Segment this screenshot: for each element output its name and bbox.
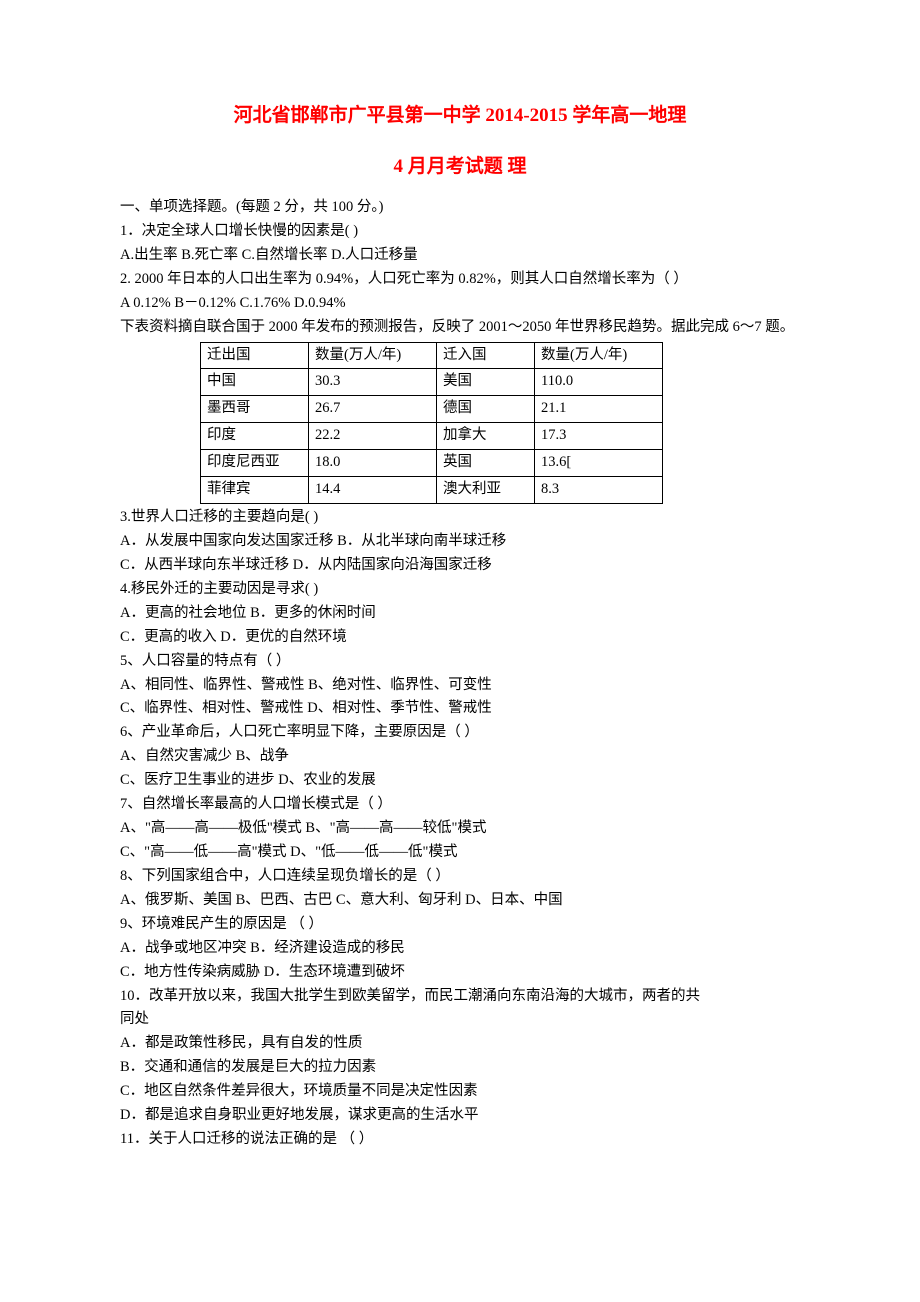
- document-body: 一、单项选择题。(每题 2 分，共 100 分。) 1．决定全球人口增长快慢的因…: [120, 196, 800, 1152]
- q3-options-2: C．从西半球向东半球迁移 D．从内陆国家向沿海国家迁移: [120, 554, 800, 578]
- q11-text: 11．关于人口迁移的说法正确的是 （ ）: [120, 1128, 800, 1152]
- title-line-2: 4 月月考试题 理: [120, 151, 800, 178]
- q9-options-2: C．地方性传染病威胁 D．生态环境遭到破坏: [120, 961, 800, 985]
- cell: 中国: [201, 369, 309, 396]
- q10-option-d: D．都是追求自身职业更好地发展，谋求更高的生活水平: [120, 1104, 800, 1128]
- q6-options-1: A、自然灾害减少 B、战争: [120, 745, 800, 769]
- cell: 8.3: [535, 477, 663, 504]
- q10-option-b: B．交通和通信的发展是巨大的拉力因素: [120, 1056, 800, 1080]
- cell: 墨西哥: [201, 396, 309, 423]
- q5-text: 5、人口容量的特点有（ ）: [120, 650, 800, 674]
- table-row: 菲律宾 14.4 澳大利亚 8.3: [201, 477, 663, 504]
- cell: 菲律宾: [201, 477, 309, 504]
- table-row: 印度尼西亚 18.0 英国 13.6[: [201, 450, 663, 477]
- th-out-count: 数量(万人/年): [309, 342, 437, 369]
- table-row: 中国 30.3 美国 110.0: [201, 369, 663, 396]
- migration-table: 迁出国 数量(万人/年) 迁入国 数量(万人/年) 中国 30.3 美国 110…: [200, 342, 663, 505]
- cell: 德国: [437, 396, 535, 423]
- q8-text: 8、下列国家组合中，人口连续呈现负增长的是（ ）: [120, 865, 800, 889]
- q5-options-2: C、临界性、相对性、警戒性 D、相对性、季节性、警戒性: [120, 697, 800, 721]
- q7-options-1: A、"高――高――极低"模式 B、"高――高――较低"模式: [120, 817, 800, 841]
- cell: 13.6[: [535, 450, 663, 477]
- q9-text: 9、环境难民产生的原因是 （ ）: [120, 913, 800, 937]
- table-row: 墨西哥 26.7 德国 21.1: [201, 396, 663, 423]
- q1-options: A.出生率 B.死亡率 C.自然增长率 D.人口迁移量: [120, 244, 800, 268]
- q5-options-1: A、相同性、临界性、警戒性 B、绝对性、临界性、可变性: [120, 674, 800, 698]
- cell: 18.0: [309, 450, 437, 477]
- cell: 17.3: [535, 423, 663, 450]
- cell: 加拿大: [437, 423, 535, 450]
- cell: 21.1: [535, 396, 663, 423]
- q4-options-1: A．更高的社会地位 B．更多的休闲时间: [120, 602, 800, 626]
- q1-text: 1．决定全球人口增长快慢的因素是( ): [120, 220, 800, 244]
- cell: 26.7: [309, 396, 437, 423]
- q10-text-1: 10．改革开放以来，我国大批学生到欧美留学，而民工潮涌向东南沿海的大城市，两者的…: [120, 985, 800, 1009]
- q7-options-2: C、"高――低――高"模式 D、"低――低――低"模式: [120, 841, 800, 865]
- q2-options: A 0.12% B－0.12% C.1.76% D.0.94%: [120, 292, 800, 316]
- table-header-row: 迁出国 数量(万人/年) 迁入国 数量(万人/年): [201, 342, 663, 369]
- q6-options-2: C、医疗卫生事业的进步 D、农业的发展: [120, 769, 800, 793]
- q8-options: A、俄罗斯、美国 B、巴西、古巴 C、意大利、匈牙利 D、日本、中国: [120, 889, 800, 913]
- q4-text: 4.移民外迁的主要动因是寻求( ): [120, 578, 800, 602]
- cell: 30.3: [309, 369, 437, 396]
- q3-text: 3.世界人口迁移的主要趋向是( ): [120, 506, 800, 530]
- cell: 14.4: [309, 477, 437, 504]
- section-intro: 一、单项选择题。(每题 2 分，共 100 分。): [120, 196, 800, 220]
- cell: 印度: [201, 423, 309, 450]
- cell: 英国: [437, 450, 535, 477]
- title-line-1: 河北省邯郸市广平县第一中学 2014-2015 学年高一地理: [120, 100, 800, 127]
- cell: 美国: [437, 369, 535, 396]
- cell: 110.0: [535, 369, 663, 396]
- cell: 印度尼西亚: [201, 450, 309, 477]
- q10-option-a: A．都是政策性移民，具有自发的性质: [120, 1032, 800, 1056]
- th-in-count: 数量(万人/年): [535, 342, 663, 369]
- q9-options-1: A．战争或地区冲突 B．经济建设造成的移民: [120, 937, 800, 961]
- q2-text: 2. 2000 年日本的人口出生率为 0.94%，人口死亡率为 0.82%，则其…: [120, 268, 800, 292]
- cell: 22.2: [309, 423, 437, 450]
- q10-option-c: C．地区自然条件差异很大，环境质量不同是决定性因素: [120, 1080, 800, 1104]
- th-in-country: 迁入国: [437, 342, 535, 369]
- cell: 澳大利亚: [437, 477, 535, 504]
- q10-text-2: 同处: [120, 1008, 800, 1032]
- table-intro: 下表资料摘自联合国于 2000 年发布的预测报告，反映了 2001～2050 年…: [120, 316, 800, 340]
- q6-text: 6、产业革命后，人口死亡率明显下降，主要原因是（ ）: [120, 721, 800, 745]
- table-row: 印度 22.2 加拿大 17.3: [201, 423, 663, 450]
- th-out-country: 迁出国: [201, 342, 309, 369]
- q3-options-1: A．从发展中国家向发达国家迁移 B．从北半球向南半球迁移: [120, 530, 800, 554]
- q7-text: 7、自然增长率最高的人口增长模式是（ ）: [120, 793, 800, 817]
- q4-options-2: C．更高的收入 D．更优的自然环境: [120, 626, 800, 650]
